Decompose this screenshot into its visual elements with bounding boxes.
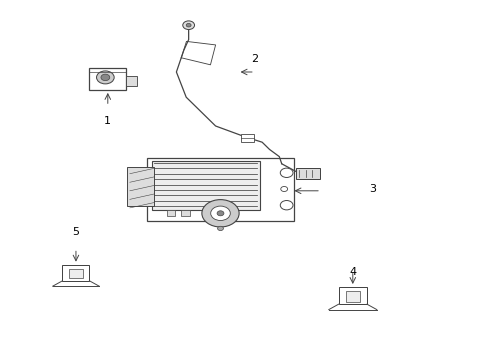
- Text: 2: 2: [251, 54, 258, 64]
- Bar: [63, 265, 89, 281]
- Bar: [296, 168, 320, 179]
- Bar: [126, 76, 137, 86]
- Circle shape: [217, 211, 224, 216]
- Circle shape: [150, 172, 162, 181]
- Bar: [152, 161, 260, 210]
- Circle shape: [202, 199, 239, 227]
- Circle shape: [281, 186, 288, 192]
- Text: 4: 4: [349, 267, 356, 277]
- Circle shape: [183, 21, 195, 30]
- Bar: [89, 68, 126, 90]
- Bar: [339, 287, 367, 304]
- Bar: [167, 210, 175, 216]
- Bar: [181, 210, 190, 216]
- Bar: [69, 269, 83, 278]
- Bar: [241, 134, 254, 142]
- Bar: [147, 158, 294, 220]
- Text: 1: 1: [104, 116, 111, 126]
- Circle shape: [186, 23, 191, 27]
- Circle shape: [280, 168, 293, 177]
- Bar: [346, 291, 360, 302]
- Text: 3: 3: [369, 184, 376, 194]
- Bar: [127, 166, 154, 206]
- Circle shape: [211, 206, 230, 220]
- Circle shape: [97, 71, 114, 84]
- Circle shape: [101, 74, 110, 81]
- Circle shape: [280, 201, 293, 210]
- Text: 5: 5: [73, 227, 79, 237]
- Circle shape: [218, 226, 223, 231]
